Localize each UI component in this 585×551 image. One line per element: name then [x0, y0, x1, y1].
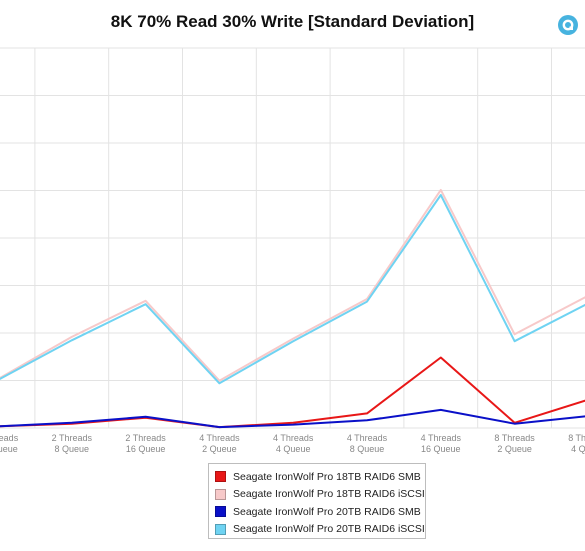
legend-label: Seagate IronWolf Pro 20TB RAID6 SMB: [233, 505, 421, 518]
chart-title: 8K 70% Read 30% Write [Standard Deviatio…: [110, 12, 475, 31]
legend-label: Seagate IronWolf Pro 20TB RAID6 iSCSI: [233, 523, 425, 536]
series-line: [0, 408, 585, 429]
legend-label: Seagate IronWolf Pro 18TB RAID6 SMB: [233, 470, 421, 483]
x-tick-label: 2 Threads: [52, 433, 93, 443]
x-tick-label: 1 Threads: [0, 433, 19, 443]
x-tick-label: 8 Threads: [494, 433, 535, 443]
legend-label: Seagate IronWolf Pro 18TB RAID6 iSCSI: [233, 488, 425, 501]
x-tick-label: 4 Threads: [199, 433, 240, 443]
series-line: [0, 188, 585, 382]
legend-item[interactable]: Seagate IronWolf Pro 20TB RAID6 iSCSI: [215, 521, 425, 539]
legend-item[interactable]: Seagate IronWolf Pro 20TB RAID6 SMB: [215, 503, 425, 521]
x-tick-label: 8 Threads: [568, 433, 585, 443]
x-tick-label: 2 Queue: [497, 444, 532, 454]
x-tick-label: 16 Queue: [421, 444, 461, 454]
x-tick-label: 4 Threads: [347, 433, 388, 443]
legend-item[interactable]: Seagate IronWolf Pro 18TB RAID6 iSCSI: [215, 486, 425, 504]
x-tick-label: 4 Threads: [273, 433, 314, 443]
grid-layer: [0, 47, 585, 429]
x-tick-label: 4 Queue: [276, 444, 311, 454]
series-line: [0, 194, 585, 385]
legend-item[interactable]: Seagate IronWolf Pro 18TB RAID6 SMB: [215, 468, 425, 486]
legend-swatch: [215, 506, 226, 518]
x-tick-label: 8 Queue: [350, 444, 385, 454]
reload-icon[interactable]: [557, 14, 579, 36]
legend-swatch: [215, 488, 226, 500]
x-tick-label: 4 Queue: [571, 444, 585, 454]
x-tick-label: 4 Threads: [421, 433, 462, 443]
series-layer: [0, 188, 585, 429]
legend: Seagate IronWolf Pro 18TB RAID6 SMB Seaga…: [208, 463, 426, 539]
legend-swatch: [215, 471, 226, 483]
x-tick-label: 2 Queue: [202, 444, 237, 454]
legend-swatch: [215, 523, 226, 535]
x-tick-label: 2 Threads: [125, 433, 166, 443]
x-tick-label: 16 Queue: [0, 444, 18, 454]
x-tick-label: 8 Queue: [55, 444, 90, 454]
x-tick-label: 16 Queue: [126, 444, 166, 454]
